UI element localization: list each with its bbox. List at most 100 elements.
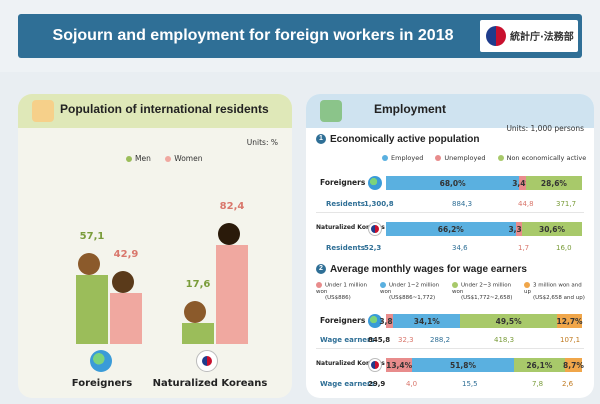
s1-row2-residents-label: Residents <box>326 244 365 252</box>
banner: Sojourn and employment for foreign worke… <box>0 0 600 72</box>
employment-panel-header: Employment <box>306 94 594 128</box>
s1-row1-label: Foreigners <box>320 178 366 187</box>
people-icon <box>32 100 54 122</box>
divider <box>316 348 584 349</box>
bar-foreigners-women <box>110 292 142 344</box>
category-foreigners: Foreigners <box>71 378 133 389</box>
s2-row1-earners-label: Wage earners <box>320 336 375 344</box>
s1-row2-bar: 66,2% 3,3% 30,6% <box>386 222 582 236</box>
s1-row2-val-unemployed: 1,7 <box>518 244 530 252</box>
korea-flag-icon <box>368 222 382 236</box>
label-foreigners-men: 57,1 <box>79 231 105 243</box>
logo-text: 統計庁·法務部 <box>510 32 574 43</box>
s2-row1-val2: 288,2 <box>430 336 451 344</box>
population-legend: Men Women <box>126 154 202 163</box>
s2-row2-bar: 13,4% 51,8% 26,1% 8,7% <box>386 358 584 372</box>
non-active-dot <box>497 155 504 161</box>
s1-row2-total: 52,3 <box>364 244 382 252</box>
foreign-man-figure <box>78 253 100 276</box>
s2-row1-val3: 418,3 <box>494 336 515 344</box>
s1-row2-val-nonactive: 16,0 <box>556 244 572 252</box>
s2-row2-val3: 7,8 <box>532 380 544 388</box>
s1-row1-unemployed: 3,4% <box>512 176 533 190</box>
number-1-icon: 1 <box>316 134 326 145</box>
s1-row1-nonactive: 28,6% <box>525 176 582 190</box>
s2-row2-total: 29,9 <box>368 380 386 388</box>
taegeuk-icon <box>486 26 506 46</box>
s2-row1-bar: 3,8% 34,1% 49,5% 12,7% <box>379 314 583 328</box>
label-naturalized-men: 17,6 <box>185 278 211 290</box>
money-icon <box>320 100 342 122</box>
section1-legend: Employed Unemployed Non economically act… <box>382 154 586 162</box>
employment-title: Employment <box>374 102 447 116</box>
s1-row1-bar: 68,0% 3,4% 28,6% <box>386 176 582 190</box>
s2-row1-wage2: 34,1% <box>393 314 461 328</box>
s2-row2-wage2: 51,8% <box>412 358 514 372</box>
employment-units: Units: 1,000 persons <box>506 124 584 133</box>
globe-icon <box>90 350 112 372</box>
wage1-dot <box>316 282 322 288</box>
men-dot <box>126 156 132 162</box>
population-units: Units: % <box>246 138 278 147</box>
s1-row1-residents-label: Residents <box>326 200 365 208</box>
women-dot <box>165 156 172 162</box>
title-bar: Sojourn and employment for foreign worke… <box>18 14 582 58</box>
s1-row2-unemployed: 3,3% <box>508 222 529 236</box>
s1-row2-employed: 66,2% <box>386 222 516 236</box>
s2-row1-wage3: 49,5% <box>460 314 558 328</box>
s2-row1-label: Foreigners <box>320 316 366 325</box>
globe-icon <box>368 176 382 190</box>
page-title: Sojourn and employment for foreign worke… <box>52 27 454 44</box>
divider <box>316 212 584 213</box>
s1-row1-val-unemployed: 44,8 <box>518 200 534 208</box>
foreign-woman-figure <box>112 270 134 293</box>
s2-row2-wage3: 26,1% <box>513 358 565 372</box>
legend-women: Women <box>165 154 202 163</box>
globe-icon <box>368 314 382 328</box>
s2-row1-val1: 32,3 <box>398 336 414 344</box>
label-foreigners-women: 42,9 <box>113 248 139 260</box>
s1-row2-label: Naturalized Koreans <box>316 224 385 231</box>
section2-title: 2 Average monthly wages for wage earners <box>316 264 527 275</box>
employed-dot <box>382 155 388 161</box>
population-title: Population of international residents <box>60 102 269 116</box>
naturalized-man-figure <box>184 300 206 323</box>
s2-row2-earners-label: Wage earners <box>320 380 375 388</box>
bar-naturalized-women <box>216 245 248 344</box>
korea-flag-icon <box>196 350 218 372</box>
s1-row1-total: 1,300,8 <box>364 200 394 208</box>
s2-row1-total: 845,8 <box>368 336 391 344</box>
bar-foreigners-men <box>76 275 108 344</box>
s2-row1-wage1: 3,8% <box>379 314 400 328</box>
s2-row2-wage1: 13,4% <box>386 358 413 372</box>
agency-logo: 統計庁·法務部 <box>480 20 578 52</box>
employment-panel: Employment Units: 1,000 persons 1 Economi… <box>306 94 594 398</box>
population-panel: Population of international residents Un… <box>18 94 292 398</box>
s2-row1-wage4: 12,7% <box>557 314 583 328</box>
wage4-dot <box>524 282 530 288</box>
number-2-icon: 2 <box>316 264 326 275</box>
s2-row1-val4: 107,1 <box>560 336 581 344</box>
label-naturalized-women: 82,4 <box>219 201 245 213</box>
bar-naturalized-men <box>182 322 214 344</box>
s2-row2-val2: 15,5 <box>462 380 478 388</box>
s2-row2-val1: 4,0 <box>406 380 418 388</box>
naturalized-woman-figure <box>218 223 240 246</box>
population-chart: 57,1 42,9 17,6 82,4 <box>62 166 262 344</box>
population-panel-header: Population of international residents <box>18 94 292 128</box>
korea-flag-icon <box>368 358 382 372</box>
s1-row1-val-nonactive: 371,7 <box>556 200 577 208</box>
unemployed-dot <box>435 155 442 161</box>
s1-row2-val-employed: 34,6 <box>452 244 468 252</box>
s2-row2-label: Naturalized Koreans <box>316 360 385 367</box>
category-naturalized: Naturalized Koreans <box>152 378 268 389</box>
s2-row2-val4: 2,6 <box>562 380 574 388</box>
legend-men: Men <box>126 154 151 163</box>
s1-row1-employed: 68,0% <box>386 176 520 190</box>
s1-row1-val-employed: 884,3 <box>452 200 473 208</box>
wage2-dot <box>380 282 386 288</box>
s2-row2-wage4: 8,7% <box>563 358 584 372</box>
section1-title: 1 Economically active population <box>316 134 479 145</box>
s1-row2-nonactive: 30,6% <box>522 222 582 236</box>
wage3-dot <box>452 282 458 288</box>
